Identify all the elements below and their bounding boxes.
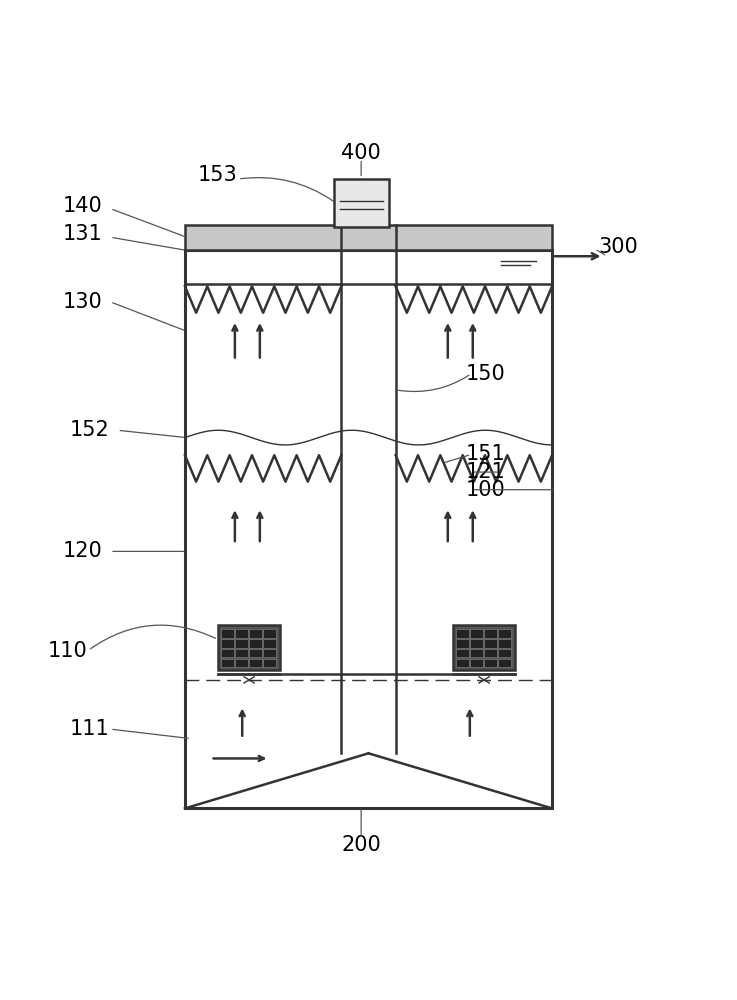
Text: 150: 150 [466,364,506,384]
Bar [263,649,276,657]
Bar [185,250,552,808]
Bar [249,659,262,667]
Bar [218,625,280,670]
Bar [470,629,483,638]
Bar [456,659,469,667]
Bar [263,659,276,667]
Text: 200: 200 [341,835,381,855]
Bar [470,639,483,648]
Bar [263,629,276,638]
Text: 110: 110 [48,641,88,661]
Bar [484,649,497,657]
Bar [498,629,511,638]
Text: 131: 131 [63,224,102,244]
Text: 152: 152 [69,420,109,440]
Bar [221,629,234,638]
Text: 300: 300 [598,237,638,257]
Bar [263,639,276,648]
Bar [498,649,511,657]
Text: 140: 140 [63,196,102,216]
Bar [235,659,248,667]
Bar [235,629,248,638]
Bar [470,649,483,657]
Text: 111: 111 [69,719,109,739]
Bar [221,659,234,667]
Bar [484,639,497,648]
Bar [453,625,515,670]
Bar [456,649,469,657]
Bar [484,659,497,667]
Text: 153: 153 [198,165,238,185]
Text: 121: 121 [466,462,506,482]
Text: 400: 400 [341,143,381,163]
Bar [456,629,469,638]
Bar [235,639,248,648]
Text: 120: 120 [63,541,102,561]
Bar [484,629,497,638]
Bar [249,629,262,638]
Bar [185,225,552,250]
Text: 130: 130 [63,292,102,312]
Bar [498,639,511,648]
Bar [334,179,389,227]
Bar [456,639,469,648]
Bar [235,649,248,657]
Bar [221,649,234,657]
Bar [498,659,511,667]
Bar [221,639,234,648]
Bar [249,639,262,648]
Text: 151: 151 [466,444,506,464]
Text: 100: 100 [466,480,506,500]
Bar [249,649,262,657]
Bar [470,659,483,667]
